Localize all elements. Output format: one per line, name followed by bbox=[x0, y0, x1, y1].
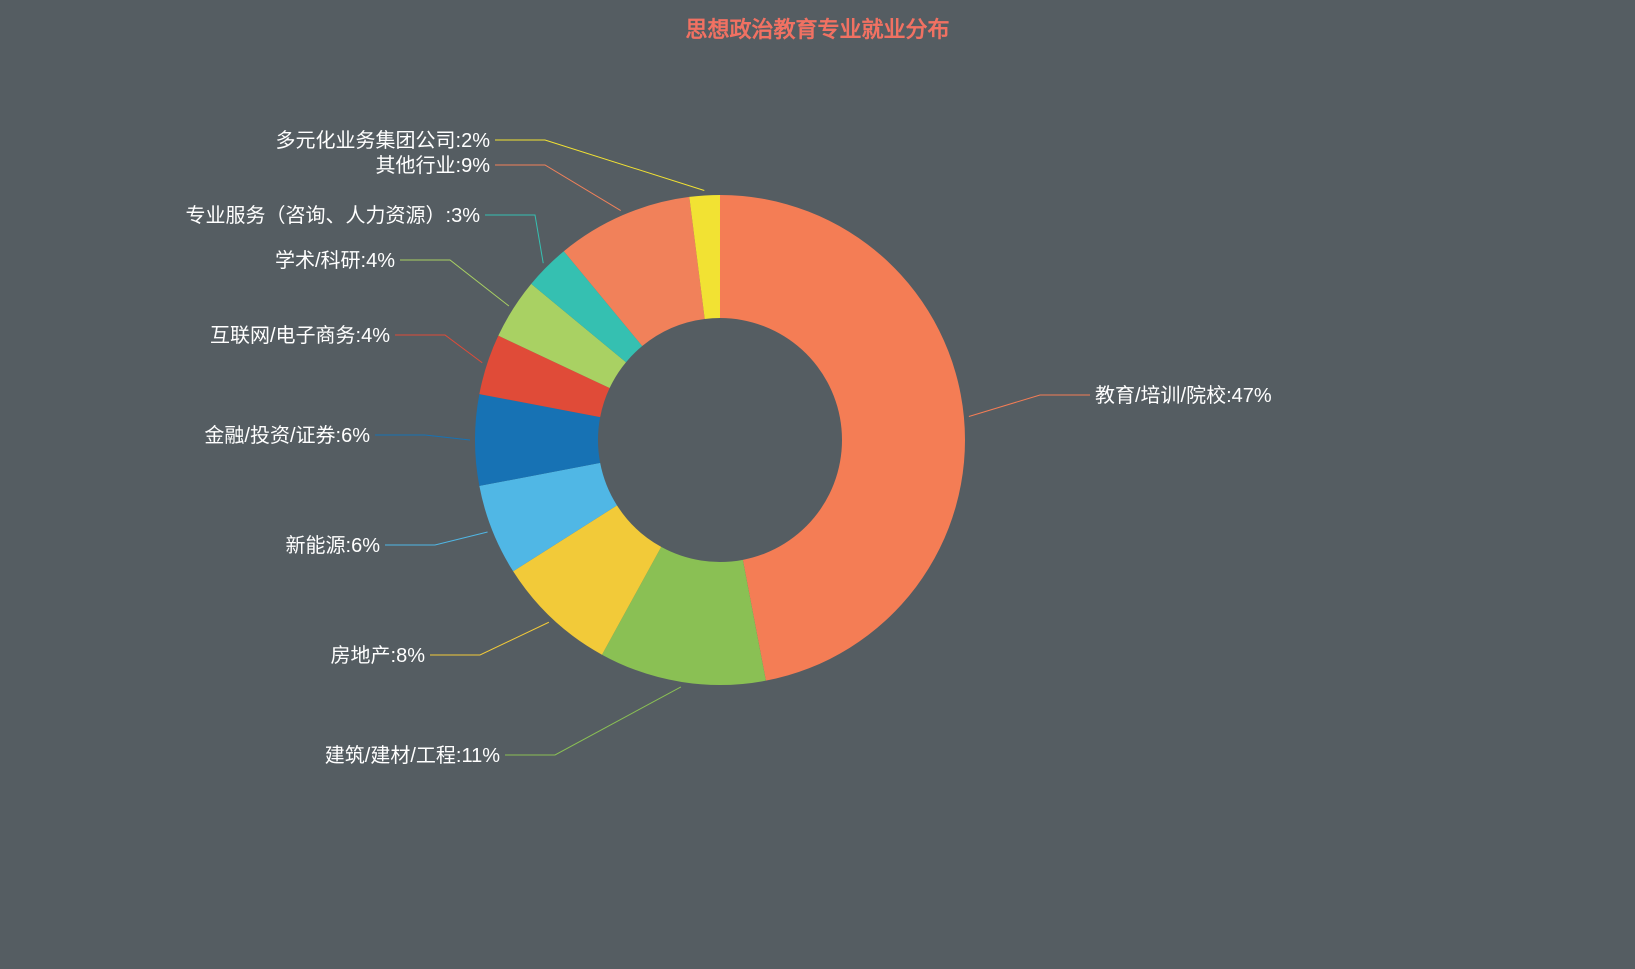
leader-line bbox=[400, 260, 509, 306]
slice-label: 新能源:6% bbox=[286, 534, 381, 557]
pie-slice bbox=[720, 195, 965, 681]
slice-label: 建筑/建材/工程:11% bbox=[325, 744, 500, 767]
slice-label: 金融/投资/证券:6% bbox=[204, 424, 370, 447]
slice-label: 学术/科研:4% bbox=[275, 249, 395, 272]
leader-line bbox=[430, 622, 549, 655]
slice-label: 互联网/电子商务:4% bbox=[210, 324, 390, 347]
slice-label: 其他行业:9% bbox=[376, 154, 491, 177]
donut-chart: 教育/培训/院校:47% 建筑/建材/工程:11% 房地产:8% 新能源:6% 金融/投… bbox=[0, 0, 1635, 969]
slice-label: 专业服务（咨询、人力资源）:3% bbox=[186, 204, 481, 227]
slice-label: 房地产:8% bbox=[331, 644, 426, 667]
slice-label: 教育/培训/院校:47% bbox=[1095, 384, 1272, 407]
leader-line bbox=[485, 215, 543, 263]
leader-line bbox=[969, 395, 1090, 416]
leader-line bbox=[495, 165, 621, 211]
leader-line bbox=[395, 335, 482, 363]
leader-line bbox=[385, 532, 488, 545]
slice-label: 多元化业务集团公司:2% bbox=[276, 129, 491, 152]
leader-line bbox=[375, 435, 470, 440]
leader-line bbox=[505, 687, 681, 755]
